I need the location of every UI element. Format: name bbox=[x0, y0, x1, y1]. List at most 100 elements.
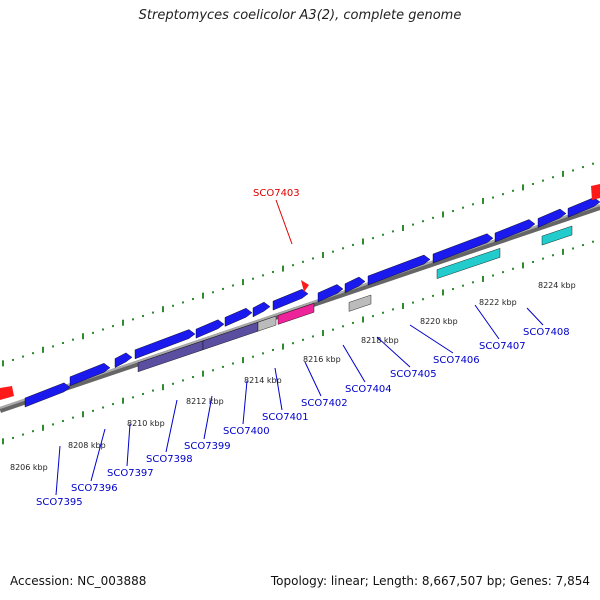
scale-label: 8214 kbp bbox=[244, 376, 282, 385]
upper-ticks bbox=[2, 162, 594, 367]
scale-tick bbox=[242, 357, 244, 364]
scale-tick bbox=[562, 248, 564, 255]
gene-label[interactable]: SCO7405 bbox=[390, 369, 437, 380]
scale-tick bbox=[392, 308, 394, 311]
gene-label[interactable]: SCO7406 bbox=[433, 355, 480, 366]
scale-tick bbox=[162, 384, 164, 391]
gene-cyan-a[interactable] bbox=[436, 248, 501, 279]
gene-sco7408b[interactable] bbox=[537, 208, 567, 228]
gene-label-pointer bbox=[242, 380, 248, 425]
highlight-gene-marker[interactable] bbox=[301, 280, 309, 292]
gene-sco7395[interactable] bbox=[24, 382, 71, 408]
scale-label: 8224 kbp bbox=[538, 281, 576, 290]
scale-tick bbox=[282, 265, 284, 272]
gene-label[interactable]: SCO7397 bbox=[107, 468, 154, 479]
gene-label[interactable]: SCO7395 bbox=[36, 497, 83, 508]
scale-label: 8212 kbp bbox=[186, 397, 224, 406]
scale-tick bbox=[192, 298, 194, 301]
scale-tick bbox=[52, 345, 54, 348]
gene-label[interactable]: SCO7408 bbox=[523, 327, 570, 338]
gene-label[interactable]: SCO7401 bbox=[262, 412, 309, 423]
scale-tick bbox=[242, 279, 244, 286]
gene-magenta[interactable] bbox=[277, 302, 315, 325]
scale-tick bbox=[202, 370, 204, 377]
scale-tick bbox=[292, 342, 294, 345]
gene-label[interactable]: SCO7398 bbox=[146, 454, 193, 465]
highlight-gene-right bbox=[591, 184, 600, 200]
scale-tick bbox=[462, 284, 464, 287]
scale-tick bbox=[102, 406, 104, 409]
scale-tick bbox=[502, 193, 504, 196]
scale-tick bbox=[82, 333, 84, 340]
scale-tick bbox=[362, 316, 364, 323]
scale-tick bbox=[232, 362, 234, 365]
scale-tick bbox=[12, 358, 14, 361]
gene-sco7399[interactable] bbox=[195, 319, 225, 339]
gene-sco7408a[interactable] bbox=[494, 219, 536, 243]
scale-tick bbox=[252, 277, 254, 280]
scale-tick bbox=[172, 382, 174, 385]
scale-tick bbox=[42, 346, 44, 353]
scale-tick bbox=[292, 264, 294, 267]
gene-label-pointer bbox=[376, 336, 411, 368]
scale-tick bbox=[52, 423, 54, 426]
scale-tick bbox=[72, 338, 74, 341]
gene-label[interactable]: SCO7407 bbox=[479, 341, 526, 352]
scale-label: 8222 kbp bbox=[479, 298, 517, 307]
scale-tick bbox=[42, 424, 44, 431]
gene-sco7396[interactable] bbox=[69, 363, 111, 387]
gene-label-pointer bbox=[342, 344, 366, 383]
gene-sco7407[interactable] bbox=[432, 233, 494, 264]
gene-label[interactable]: SCO7402 bbox=[301, 398, 348, 409]
gene-sco7408c[interactable] bbox=[567, 197, 600, 218]
gene-sco7398[interactable] bbox=[134, 329, 196, 360]
scale-tick bbox=[2, 438, 4, 445]
gene-label[interactable]: SCO7400 bbox=[223, 426, 270, 437]
gene-grey-b[interactable] bbox=[348, 294, 372, 312]
scale-label: 8218 kbp bbox=[361, 336, 399, 345]
scale-tick bbox=[352, 243, 354, 246]
gene-sco7404[interactable] bbox=[317, 284, 344, 303]
gene-sco7405[interactable] bbox=[344, 276, 366, 294]
scale-tick bbox=[512, 189, 514, 192]
gene-label[interactable]: SCO7404 bbox=[345, 384, 392, 395]
scale-tick bbox=[32, 352, 34, 355]
scale-tick bbox=[182, 379, 184, 382]
gene-grey-a[interactable] bbox=[257, 315, 277, 332]
scale-tick bbox=[12, 436, 14, 439]
scale-tick bbox=[542, 257, 544, 260]
gene-sco7397[interactable] bbox=[114, 352, 133, 368]
scale-tick bbox=[582, 244, 584, 247]
scale-tick bbox=[432, 294, 434, 297]
gene-label-pointer bbox=[304, 361, 322, 397]
gene-label-pointer bbox=[409, 324, 454, 354]
scale-tick bbox=[262, 352, 264, 355]
scale-tick bbox=[152, 311, 154, 314]
gene-sco7402[interactable] bbox=[272, 289, 309, 311]
scale-tick bbox=[122, 397, 124, 404]
scale-tick bbox=[442, 211, 444, 218]
scale-tick bbox=[462, 206, 464, 209]
scale-tick bbox=[22, 355, 24, 358]
scale-tick bbox=[432, 216, 434, 219]
scale-tick bbox=[82, 411, 84, 418]
scale-tick bbox=[492, 274, 494, 277]
highlight-gene-label[interactable]: SCO7403 bbox=[253, 188, 300, 199]
scale-tick bbox=[22, 433, 24, 436]
scale-tick bbox=[322, 252, 324, 259]
gene-sco7400[interactable] bbox=[224, 308, 253, 327]
gene-cyan-b[interactable] bbox=[541, 225, 573, 246]
gene-track bbox=[24, 197, 600, 408]
highlight-gene-left bbox=[0, 386, 14, 400]
gene-sco7406[interactable] bbox=[367, 254, 431, 286]
scale-tick bbox=[382, 311, 384, 314]
genome-summary: Topology: linear; Length: 8,667,507 bp; … bbox=[270, 574, 590, 588]
scale-tick bbox=[512, 267, 514, 270]
gene-label[interactable]: SCO7399 bbox=[184, 441, 231, 452]
gene-sco7401[interactable] bbox=[252, 301, 271, 318]
scale-tick bbox=[202, 292, 204, 299]
scale-tick bbox=[372, 237, 374, 240]
scale-tick bbox=[532, 261, 534, 264]
gene-label[interactable]: SCO7396 bbox=[71, 483, 118, 494]
